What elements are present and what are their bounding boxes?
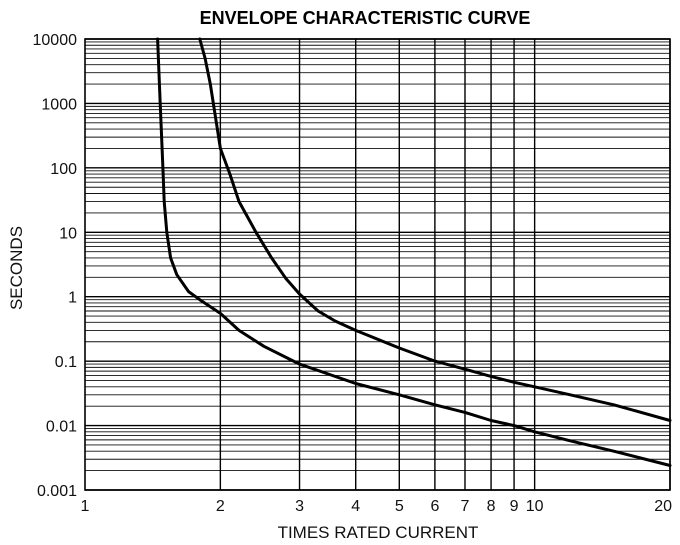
x-tick-label: 10 [526, 498, 544, 515]
y-tick-label: 100 [50, 161, 77, 178]
y-axis-label: SECONDS [7, 226, 26, 310]
y-tick-label: 0.1 [55, 354, 77, 371]
x-tick-labels: 1 2 3 4 5 6 7 8 9 10 20 [81, 498, 673, 515]
x-tick-label: 3 [295, 498, 304, 515]
curve-2 [198, 37, 672, 422]
x-tick-label: 4 [351, 498, 360, 515]
x-tick-label: 8 [487, 498, 496, 515]
x-tick-label: 1 [81, 498, 90, 515]
chart-grid [85, 38, 671, 491]
curve-1 [156, 37, 672, 467]
x-tick-label: 6 [430, 498, 439, 515]
plot-frame [84, 38, 671, 491]
y-tick-label: 0.001 [37, 483, 77, 500]
chart-title: ENVELOPE CHARACTERISTIC CURVE [200, 8, 531, 28]
x-tick-label: 9 [510, 498, 519, 515]
curves [156, 37, 672, 467]
y-tick-label: 10 [59, 225, 77, 242]
y-tick-label: 10000 [33, 32, 78, 49]
y-tick-label: 0.01 [46, 419, 77, 436]
y-tick-label: 1000 [41, 96, 77, 113]
y-tick-labels: 0.001 0.01 0.1 1 10 100 1000 10000 [33, 32, 78, 500]
x-tick-label: 7 [461, 498, 470, 515]
x-tick-label: 5 [395, 498, 404, 515]
y-tick-label: 1 [68, 290, 77, 307]
x-axis-label: TIMES RATED CURRENT [278, 523, 479, 542]
x-tick-label: 2 [216, 498, 225, 515]
x-tick-label: 20 [654, 498, 672, 515]
